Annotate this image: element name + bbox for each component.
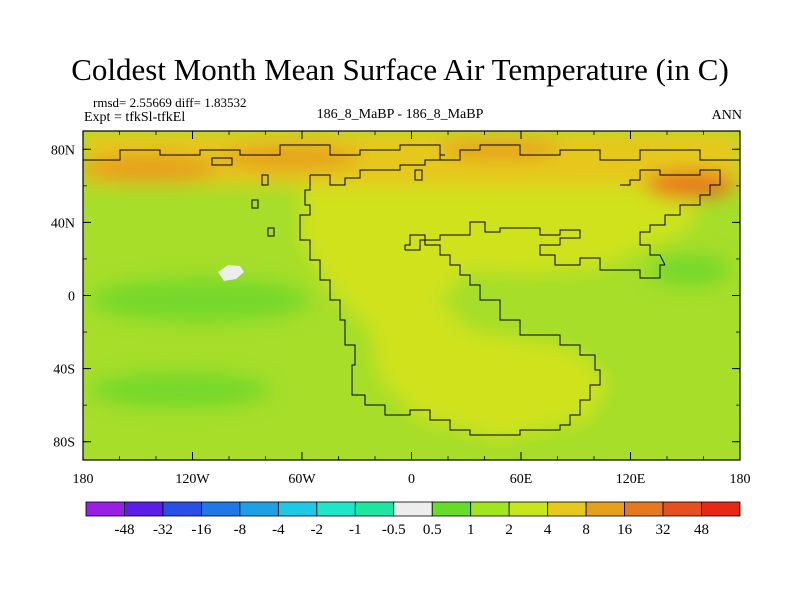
colorbar-swatch — [585, 501, 625, 517]
x-tick-label: 180 — [73, 472, 94, 487]
colorbar-swatch — [162, 501, 202, 517]
x-tick-label: 0 — [408, 472, 415, 487]
island-small-3 — [414, 169, 423, 181]
colorbar-swatch — [239, 501, 279, 517]
cool-pool-east — [650, 254, 730, 286]
colorbar-label: 1 — [467, 522, 475, 538]
colorbar-swatch — [431, 501, 472, 517]
y-tick-label: 40N — [51, 216, 75, 231]
colorbar-swatch — [701, 501, 741, 517]
stats-label: rmsd= 2.55669 diff= 1.83532 — [93, 95, 247, 110]
colorbar-swatch — [124, 501, 164, 517]
colorbar-swatch — [354, 501, 395, 517]
island-small-2 — [261, 174, 269, 186]
x-tick-label: 120E — [616, 472, 646, 487]
hot-spot-north-central — [220, 146, 360, 170]
case-label: 186_8_MaBP - 186_8_MaBP — [316, 107, 484, 122]
y-axis: 80N 40N 0 40S 80S — [51, 143, 740, 451]
island-small — [251, 199, 259, 209]
coastlines — [83, 144, 740, 436]
colorbar-swatch — [277, 501, 318, 517]
x-tick-label: 60W — [288, 472, 316, 487]
colorbar-label: 8 — [582, 522, 590, 538]
y-tick-label: 80N — [51, 143, 75, 158]
colorbar-label: 0.5 — [423, 522, 442, 538]
colorbar-label: 16 — [617, 522, 633, 538]
colorbar-swatch — [662, 501, 702, 517]
coastline-north-interior — [310, 154, 445, 186]
colorbar-label: 32 — [656, 522, 671, 538]
colorbar-label: -0.5 — [382, 522, 406, 538]
temperature-field — [83, 131, 740, 460]
experiment-label: Expt = tfkSl-tfkEl — [84, 110, 186, 125]
y-tick-label: 80S — [53, 436, 75, 451]
warm-patch-south — [440, 340, 600, 420]
colorbar-label: -2 — [311, 522, 324, 538]
missing-value-patch — [218, 265, 244, 281]
colorbar-label: 48 — [694, 522, 709, 538]
colorbar-swatch — [85, 501, 125, 517]
colorbar-swatch — [547, 501, 587, 517]
colorbar-swatch — [316, 501, 356, 517]
coastline-inner-sea — [405, 221, 665, 279]
y-tick-label: 0 — [68, 290, 75, 305]
colorbar-label: 4 — [544, 522, 552, 538]
coastline-east-arm — [620, 169, 721, 266]
colorbar-label: -48 — [114, 522, 134, 538]
hot-spot-north-center-east — [440, 140, 560, 160]
period-label: ANN — [711, 108, 742, 123]
chart-title: Coldest Month Mean Surface Air Temperatu… — [71, 52, 729, 87]
colorbar-label: 2 — [505, 522, 513, 538]
x-tick-label: 120W — [175, 472, 210, 487]
island-small-4 — [211, 157, 233, 166]
colorbar-label: -1 — [349, 522, 362, 538]
hot-spot-north-west — [83, 154, 220, 182]
colorbar-swatch — [201, 501, 241, 517]
colorbar-label: -16 — [191, 522, 211, 538]
x-axis: 180 120W 60W 0 60E 120E 180 — [73, 131, 751, 487]
x-tick-label: 180 — [730, 472, 751, 487]
cool-pool-south-west — [90, 372, 270, 408]
x-tick-label: 60E — [510, 472, 533, 487]
warm-region-supercontinent — [300, 165, 700, 440]
colorbar-label: -4 — [272, 522, 285, 538]
coastline-main — [83, 144, 740, 161]
colorbar-swatch — [508, 501, 549, 517]
cool-pool-west — [90, 278, 310, 322]
colorbar-swatch — [624, 501, 664, 517]
island-small-5 — [267, 227, 275, 237]
hot-spot-north-east — [645, 171, 735, 199]
colorbar-swatch — [470, 501, 510, 517]
colorbar-label: -8 — [234, 522, 247, 538]
colorbar-label: -32 — [153, 522, 173, 538]
colorbar: -48 -32 -16 -8 -4 -2 -1 -0.5 0.5 1 2 4 8 16 32 48 — [85, 501, 741, 538]
colorbar-swatch — [393, 501, 433, 517]
coastline-west-continent — [299, 175, 601, 436]
y-tick-label: 40S — [53, 363, 75, 378]
